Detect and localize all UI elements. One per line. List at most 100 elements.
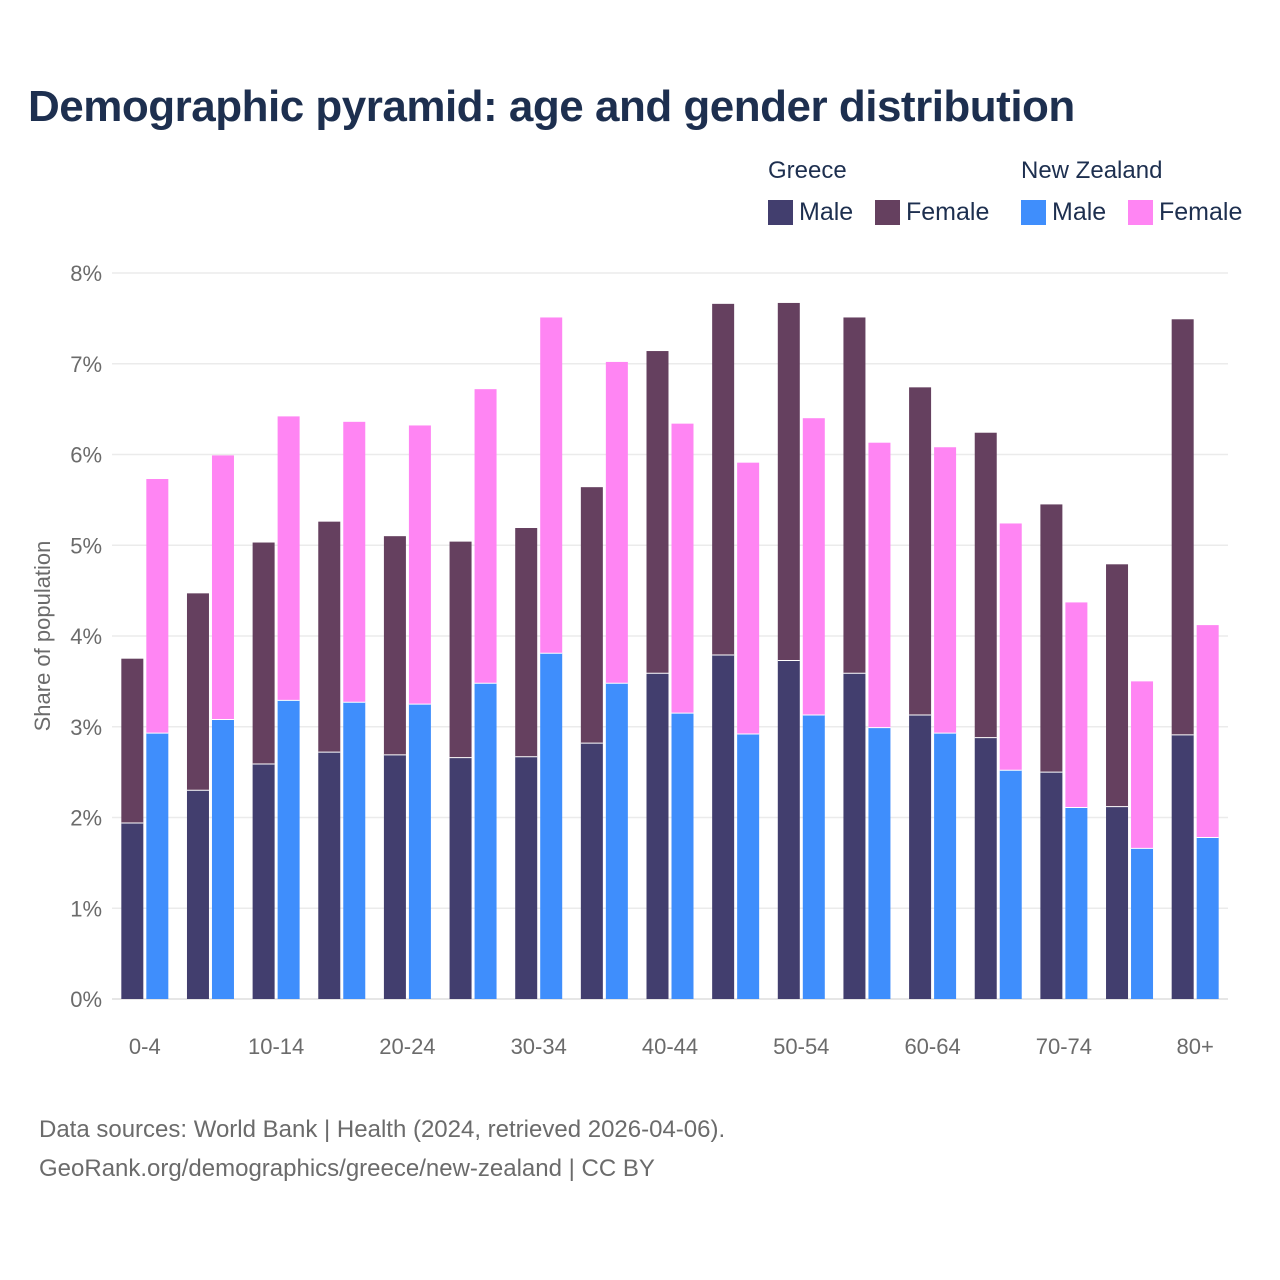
bar-greece-female-80+[interactable] bbox=[1171, 319, 1194, 735]
bar-greece-female-65-69[interactable] bbox=[974, 432, 997, 738]
bar-new-zealand-female-0-4[interactable] bbox=[146, 479, 169, 734]
footer-link[interactable]: GeoRank.org/demographics/greece/new-zeal… bbox=[39, 1155, 655, 1182]
bar-new-zealand-male-10-14[interactable] bbox=[277, 700, 300, 999]
x-tick-label: 70-74 bbox=[1036, 1034, 1092, 1059]
bar-new-zealand-male-60-64[interactable] bbox=[934, 733, 957, 999]
y-tick-label: 2% bbox=[70, 806, 102, 831]
bar-greece-female-70-74[interactable] bbox=[1040, 504, 1063, 773]
legend-group-greece: Greece bbox=[768, 157, 847, 184]
bar-new-zealand-male-15-19[interactable] bbox=[343, 702, 366, 999]
bar-new-zealand-female-50-54[interactable] bbox=[802, 418, 825, 715]
bar-greece-female-60-64[interactable] bbox=[909, 387, 932, 715]
x-tick-label: 60-64 bbox=[904, 1034, 960, 1059]
bar-greece-male-65-69[interactable] bbox=[974, 737, 997, 999]
bar-greece-female-10-14[interactable] bbox=[252, 542, 275, 764]
bar-greece-male-35-39[interactable] bbox=[580, 743, 603, 999]
bar-new-zealand-female-40-44[interactable] bbox=[671, 423, 694, 714]
legend-label: Male bbox=[799, 198, 854, 226]
chart-plot: 0% 1% 2% 3% 4% 5% 6% 7% 8% 0-4 10-14 20-24 30-34 40-… bbox=[30, 261, 1228, 1059]
bar-greece-male-50-54[interactable] bbox=[777, 660, 800, 999]
bar-new-zealand-female-30-34[interactable] bbox=[540, 317, 563, 654]
x-tick-label: 40-44 bbox=[642, 1034, 698, 1059]
x-tick-label: 50-54 bbox=[773, 1034, 829, 1059]
bar-greece-male-10-14[interactable] bbox=[252, 763, 275, 999]
legend-label: Female bbox=[906, 198, 990, 226]
chart-title: Demographic pyramid: age and gender dist… bbox=[28, 82, 1075, 131]
bar-new-zealand-male-65-69[interactable] bbox=[999, 770, 1022, 999]
x-axis-ticks: 0-4 10-14 20-24 30-34 40-44 50-54 60-64 70-74 80… bbox=[129, 1034, 1214, 1059]
bar-greece-female-75-79[interactable] bbox=[1106, 564, 1129, 807]
legend-swatch bbox=[875, 200, 900, 225]
x-tick-label: 10-14 bbox=[248, 1034, 304, 1059]
bar-greece-male-5-9[interactable] bbox=[186, 790, 209, 999]
bar-greece-male-0-4[interactable] bbox=[121, 822, 144, 999]
bar-new-zealand-male-80+[interactable] bbox=[1196, 837, 1219, 999]
bar-greece-female-25-29[interactable] bbox=[449, 541, 472, 758]
bar-new-zealand-male-20-24[interactable] bbox=[408, 704, 431, 999]
bar-greece-female-45-49[interactable] bbox=[712, 303, 735, 656]
legend-greece-male[interactable]: Male bbox=[768, 198, 853, 227]
bar-new-zealand-male-75-79[interactable] bbox=[1131, 848, 1154, 999]
bar-greece-male-20-24[interactable] bbox=[383, 754, 406, 999]
bar-new-zealand-male-25-29[interactable] bbox=[474, 683, 497, 999]
y-tick-label: 4% bbox=[70, 624, 102, 649]
bar-new-zealand-female-80+[interactable] bbox=[1196, 625, 1219, 838]
bar-greece-female-20-24[interactable] bbox=[383, 536, 406, 755]
bar-new-zealand-female-10-14[interactable] bbox=[277, 416, 300, 701]
bar-new-zealand-male-35-39[interactable] bbox=[605, 683, 628, 999]
y-tick-label: 6% bbox=[70, 443, 102, 468]
legend-greece-female[interactable]: Female bbox=[875, 198, 989, 227]
bar-greece-male-75-79[interactable] bbox=[1106, 806, 1129, 999]
legend-swatch bbox=[1021, 200, 1046, 225]
x-tick-label: 30-34 bbox=[511, 1034, 567, 1059]
bar-new-zealand-male-40-44[interactable] bbox=[671, 713, 694, 999]
bar-new-zealand-female-70-74[interactable] bbox=[1065, 602, 1088, 808]
bar-new-zealand-female-45-49[interactable] bbox=[737, 462, 760, 735]
bar-new-zealand-male-5-9[interactable] bbox=[211, 719, 234, 999]
y-tick-label: 5% bbox=[70, 533, 102, 558]
bar-new-zealand-female-35-39[interactable] bbox=[605, 361, 628, 684]
bar-new-zealand-male-45-49[interactable] bbox=[737, 734, 760, 999]
legend-nz-female[interactable]: Female bbox=[1128, 198, 1242, 227]
bar-greece-male-45-49[interactable] bbox=[712, 655, 735, 999]
bar-new-zealand-male-55-59[interactable] bbox=[868, 727, 891, 999]
x-tick-label: 80+ bbox=[1177, 1034, 1214, 1059]
bar-new-zealand-female-5-9[interactable] bbox=[211, 455, 234, 720]
bar-greece-female-55-59[interactable] bbox=[843, 317, 866, 674]
bar-greece-male-80+[interactable] bbox=[1171, 734, 1194, 999]
legend-nz-male[interactable]: Male bbox=[1021, 198, 1106, 227]
bar-new-zealand-male-70-74[interactable] bbox=[1065, 807, 1088, 999]
bar-greece-female-30-34[interactable] bbox=[515, 528, 538, 757]
bars bbox=[121, 302, 1219, 999]
bar-new-zealand-male-0-4[interactable] bbox=[146, 733, 169, 999]
bar-new-zealand-female-60-64[interactable] bbox=[934, 447, 957, 734]
bar-greece-female-50-54[interactable] bbox=[777, 302, 800, 661]
bar-greece-female-5-9[interactable] bbox=[186, 593, 209, 791]
bar-greece-male-25-29[interactable] bbox=[449, 757, 472, 999]
bar-new-zealand-female-20-24[interactable] bbox=[408, 425, 431, 705]
bar-greece-female-40-44[interactable] bbox=[646, 351, 669, 674]
x-tick-label: 0-4 bbox=[129, 1034, 161, 1059]
bar-new-zealand-female-15-19[interactable] bbox=[343, 421, 366, 703]
bar-new-zealand-female-75-79[interactable] bbox=[1131, 681, 1154, 849]
bar-greece-male-30-34[interactable] bbox=[515, 756, 538, 999]
bar-new-zealand-female-55-59[interactable] bbox=[868, 442, 891, 728]
bar-new-zealand-male-30-34[interactable] bbox=[540, 653, 563, 999]
bar-new-zealand-female-25-29[interactable] bbox=[474, 389, 497, 684]
bar-greece-male-15-19[interactable] bbox=[318, 752, 341, 999]
bar-greece-male-55-59[interactable] bbox=[843, 673, 866, 999]
y-axis-ticks: 0% 1% 2% 3% 4% 5% 6% 7% 8% bbox=[70, 261, 102, 1012]
y-tick-label: 0% bbox=[70, 987, 102, 1012]
legend-group-new-zealand: New Zealand bbox=[1021, 157, 1163, 184]
bar-greece-female-0-4[interactable] bbox=[121, 658, 144, 823]
bar-new-zealand-male-50-54[interactable] bbox=[802, 714, 825, 999]
bar-new-zealand-female-65-69[interactable] bbox=[999, 523, 1022, 771]
y-tick-label: 8% bbox=[70, 261, 102, 286]
bar-greece-male-60-64[interactable] bbox=[909, 714, 932, 999]
x-tick-label: 20-24 bbox=[379, 1034, 435, 1059]
bar-greece-male-40-44[interactable] bbox=[646, 673, 669, 999]
bar-greece-female-35-39[interactable] bbox=[580, 487, 603, 744]
bar-greece-male-70-74[interactable] bbox=[1040, 772, 1063, 999]
legend-swatch bbox=[1128, 200, 1153, 225]
bar-greece-female-15-19[interactable] bbox=[318, 521, 341, 753]
